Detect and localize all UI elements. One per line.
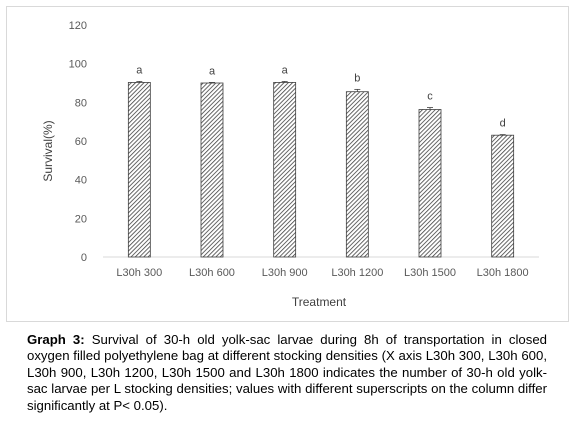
y-tick-label: 0 bbox=[81, 252, 87, 264]
significance-letter: a bbox=[282, 64, 289, 76]
bar bbox=[345, 91, 369, 258]
bar bbox=[200, 82, 224, 258]
x-tick-label: L30h 900 bbox=[262, 267, 308, 279]
significance-letter: d bbox=[500, 118, 506, 130]
bar bbox=[127, 82, 151, 258]
y-tick-label: 40 bbox=[75, 175, 87, 187]
y-tick-label: 120 bbox=[69, 20, 87, 32]
x-tick-label: L30h 600 bbox=[189, 267, 235, 279]
caption-text: Survival of 30-h old yolk-sac larvae dur… bbox=[27, 332, 547, 413]
error-bar bbox=[281, 81, 288, 83]
x-tick-label: L30h 300 bbox=[116, 267, 162, 279]
y-axis-label: Survival(%) bbox=[41, 120, 55, 181]
figure-caption: Graph 3: Survival of 30-h old yolk-sac l… bbox=[27, 332, 547, 414]
bars-group: a a a b c d bbox=[127, 64, 515, 258]
significance-letter: a bbox=[209, 65, 216, 77]
y-axis-ticks: 0 20 40 60 80 100 120 bbox=[69, 20, 87, 264]
significance-letter: c bbox=[427, 91, 433, 103]
bar bbox=[273, 82, 297, 258]
caption-label: Graph 3: bbox=[27, 332, 85, 347]
x-axis-label: Treatment bbox=[292, 295, 347, 309]
y-tick-label: 80 bbox=[75, 97, 87, 109]
x-tick-label: L30h 1200 bbox=[331, 267, 383, 279]
x-tick-label: L30h 1500 bbox=[404, 267, 456, 279]
significance-letter: a bbox=[136, 64, 143, 76]
significance-letter: b bbox=[354, 72, 360, 84]
x-tick-label: L30h 1800 bbox=[477, 267, 529, 279]
y-tick-label: 20 bbox=[75, 213, 87, 225]
y-tick-label: 60 bbox=[75, 136, 87, 148]
error-bar bbox=[499, 134, 506, 136]
error-bar bbox=[136, 81, 143, 83]
error-bar bbox=[209, 82, 215, 83]
error-bar bbox=[427, 107, 433, 110]
x-axis-ticks: L30h 300 L30h 600 L30h 900 L30h 1200 L30h 15… bbox=[116, 267, 528, 279]
error-bar bbox=[354, 88, 361, 92]
y-tick-label: 100 bbox=[69, 59, 87, 71]
bar bbox=[418, 109, 442, 258]
bar bbox=[491, 134, 515, 258]
